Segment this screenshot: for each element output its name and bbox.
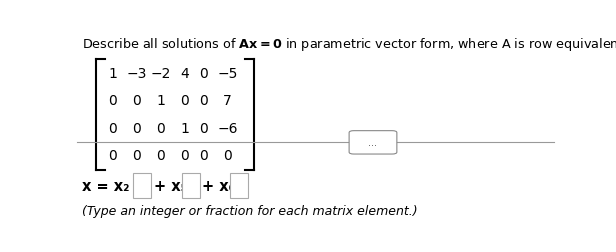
Text: x = x₂: x = x₂ [82,178,129,193]
Text: 7: 7 [223,94,232,108]
Text: 0: 0 [108,121,117,135]
Text: 0: 0 [132,94,141,108]
Text: 0: 0 [156,148,165,162]
FancyBboxPatch shape [230,173,248,198]
Text: 0: 0 [132,121,141,135]
Text: 0: 0 [132,148,141,162]
Text: 4: 4 [180,67,188,81]
Text: 0: 0 [199,94,208,108]
Text: −5: −5 [217,67,238,81]
Text: + x₅: + x₅ [154,178,187,193]
Text: 0: 0 [223,148,232,162]
Text: 0: 0 [199,67,208,81]
Text: 0: 0 [199,121,208,135]
FancyBboxPatch shape [182,173,200,198]
Text: (Type an integer or fraction for each matrix element.): (Type an integer or fraction for each ma… [82,204,418,217]
Text: 0: 0 [180,148,188,162]
Text: 0: 0 [108,148,117,162]
Text: + x₆: + x₆ [202,178,235,193]
FancyBboxPatch shape [133,173,152,198]
Text: −2: −2 [150,67,171,81]
Text: Describe all solutions of $\mathbf{Ax = 0}$ in parametric vector form, where A i: Describe all solutions of $\mathbf{Ax = … [82,36,616,53]
Text: −6: −6 [217,121,238,135]
Text: ...: ... [368,138,378,148]
Text: 1: 1 [108,67,117,81]
Text: −3: −3 [126,67,147,81]
Text: 0: 0 [156,121,165,135]
Text: 0: 0 [108,94,117,108]
Text: 0: 0 [180,94,188,108]
FancyBboxPatch shape [349,131,397,154]
Text: 0: 0 [199,148,208,162]
Text: 1: 1 [180,121,189,135]
Text: 1: 1 [156,94,165,108]
